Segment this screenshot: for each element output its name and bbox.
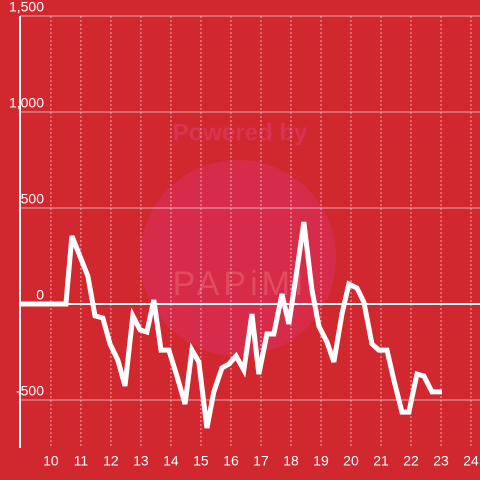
y-tick-label: 500: [21, 191, 45, 207]
x-tick-label: 15: [193, 453, 209, 469]
x-tick-label: 17: [253, 453, 269, 469]
watermark: PAPiMI: [173, 265, 308, 303]
x-tick-label: 23: [433, 453, 449, 469]
y-tick-label: -500: [16, 383, 44, 399]
data-line: [20, 221, 442, 429]
y-tick-label: 1,000: [9, 95, 44, 111]
x-tick-label: 24: [463, 453, 479, 469]
x-tick-label: 22: [403, 453, 419, 469]
x-tick-label: 20: [343, 453, 359, 469]
x-tick-label: 21: [373, 453, 389, 469]
x-tick-label: 11: [74, 453, 89, 469]
x-tick-label: 12: [103, 453, 119, 469]
x-tick-label: 18: [283, 453, 299, 469]
x-tick-label: 10: [43, 453, 59, 469]
x-tick-label: 19: [313, 453, 329, 469]
y-tick-label: 0: [36, 287, 44, 303]
watermark: Powered by: [173, 119, 308, 146]
x-tick-label: 13: [133, 453, 149, 469]
y-tick-label: 1,500: [9, 0, 44, 15]
x-tick-label: 14: [163, 453, 179, 469]
x-tick-label: 16: [223, 453, 239, 469]
